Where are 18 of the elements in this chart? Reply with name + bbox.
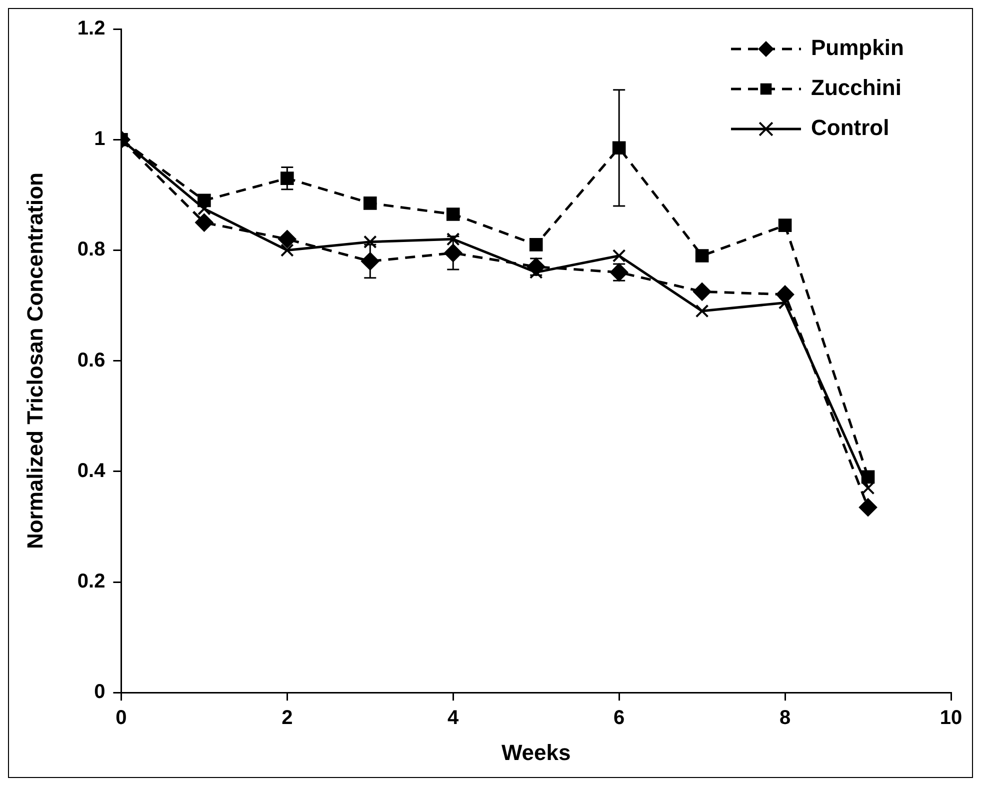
x-tick-label: 10 — [940, 707, 962, 730]
legend-label: Pumpkin — [811, 35, 904, 60]
legend-label: Control — [811, 115, 890, 140]
x-tick-label: 8 — [779, 707, 791, 730]
y-tick-label: 0.6 — [77, 349, 106, 372]
x-axis-title: Weeks — [501, 740, 571, 765]
y-tick-label: 0.8 — [77, 238, 106, 261]
x-tick-label: 6 — [614, 707, 625, 730]
x-tick-label: 2 — [282, 707, 293, 730]
y-tick-label: 1 — [94, 128, 106, 150]
y-tick-label: 1.2 — [77, 18, 106, 40]
y-axis-title: Normalized Triclosan Concentration — [22, 172, 48, 550]
legend-label: Zucchini — [811, 75, 902, 100]
y-tick-label: 0 — [94, 681, 106, 704]
x-tick-label: 0 — [116, 707, 127, 730]
x-tick-label: 4 — [448, 707, 460, 730]
y-tick-label: 0.2 — [77, 570, 106, 593]
y-tick-label: 0.4 — [77, 460, 106, 482]
